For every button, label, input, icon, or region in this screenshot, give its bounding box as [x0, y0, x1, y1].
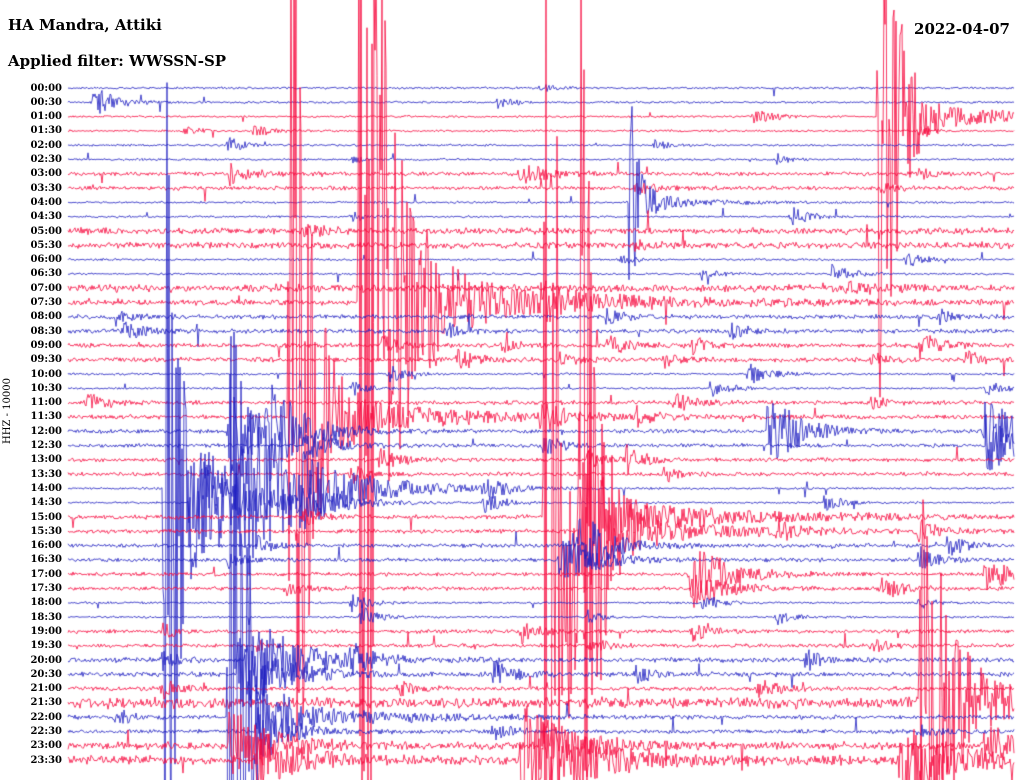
time-label: 09:30: [30, 354, 62, 366]
time-label: 20:30: [30, 668, 62, 680]
filter-label: Applied filter: WWSSN-SP: [8, 52, 227, 70]
time-label: 10:00: [30, 368, 62, 380]
time-label: 15:00: [30, 511, 62, 523]
time-label: 08:00: [30, 311, 62, 323]
time-label: 01:00: [30, 111, 62, 123]
time-label: 17:30: [30, 583, 62, 594]
time-label: 06:30: [30, 268, 62, 280]
time-label: 19:30: [30, 640, 62, 652]
time-label: 05:30: [30, 239, 62, 251]
time-label: 18:30: [30, 611, 62, 623]
time-label: 03:30: [30, 182, 62, 194]
time-label: 13:30: [30, 468, 62, 480]
time-label: 18:00: [30, 597, 62, 609]
time-label: 09:00: [30, 339, 62, 351]
time-label: 19:00: [30, 625, 62, 637]
time-label: 11:30: [30, 411, 62, 423]
time-label: 14:30: [30, 497, 62, 509]
time-label: 01:30: [30, 125, 62, 137]
time-label: 23:00: [30, 740, 62, 752]
time-label: 14:00: [30, 482, 62, 494]
time-label: 15:30: [30, 525, 62, 537]
time-label: 06:00: [30, 254, 62, 266]
time-label: 13:00: [30, 454, 62, 466]
time-label: 07:30: [30, 297, 62, 308]
time-label: 23:30: [30, 754, 62, 766]
time-label: 22:30: [30, 726, 62, 737]
time-label: 00:30: [30, 96, 62, 108]
time-label: 12:30: [30, 440, 62, 451]
time-label: 17:00: [30, 568, 62, 580]
time-label: 05:00: [30, 225, 62, 237]
time-label: 04:30: [30, 211, 62, 223]
time-label: 22:00: [30, 711, 62, 723]
time-label: 20:00: [30, 654, 62, 666]
date-label: 2022-04-07: [914, 20, 1010, 38]
channel-scale-label: HHZ - 10000: [2, 378, 13, 444]
time-label: 12:00: [30, 425, 62, 437]
station-title: HA Mandra, Attiki: [8, 16, 162, 34]
time-label: 02:00: [30, 139, 62, 151]
time-label: 11:00: [30, 397, 62, 409]
time-label: 21:30: [30, 697, 62, 709]
time-label: 10:30: [30, 382, 62, 394]
time-label: 16:00: [30, 540, 62, 552]
time-label: 02:30: [30, 154, 62, 165]
time-label: 08:30: [30, 325, 62, 337]
time-label: 16:30: [30, 554, 62, 566]
time-label: 07:00: [30, 282, 62, 294]
time-label: 04:00: [30, 196, 62, 208]
time-label: 21:00: [30, 683, 62, 695]
time-label: 00:00: [30, 82, 62, 94]
time-label: 03:00: [30, 168, 62, 180]
